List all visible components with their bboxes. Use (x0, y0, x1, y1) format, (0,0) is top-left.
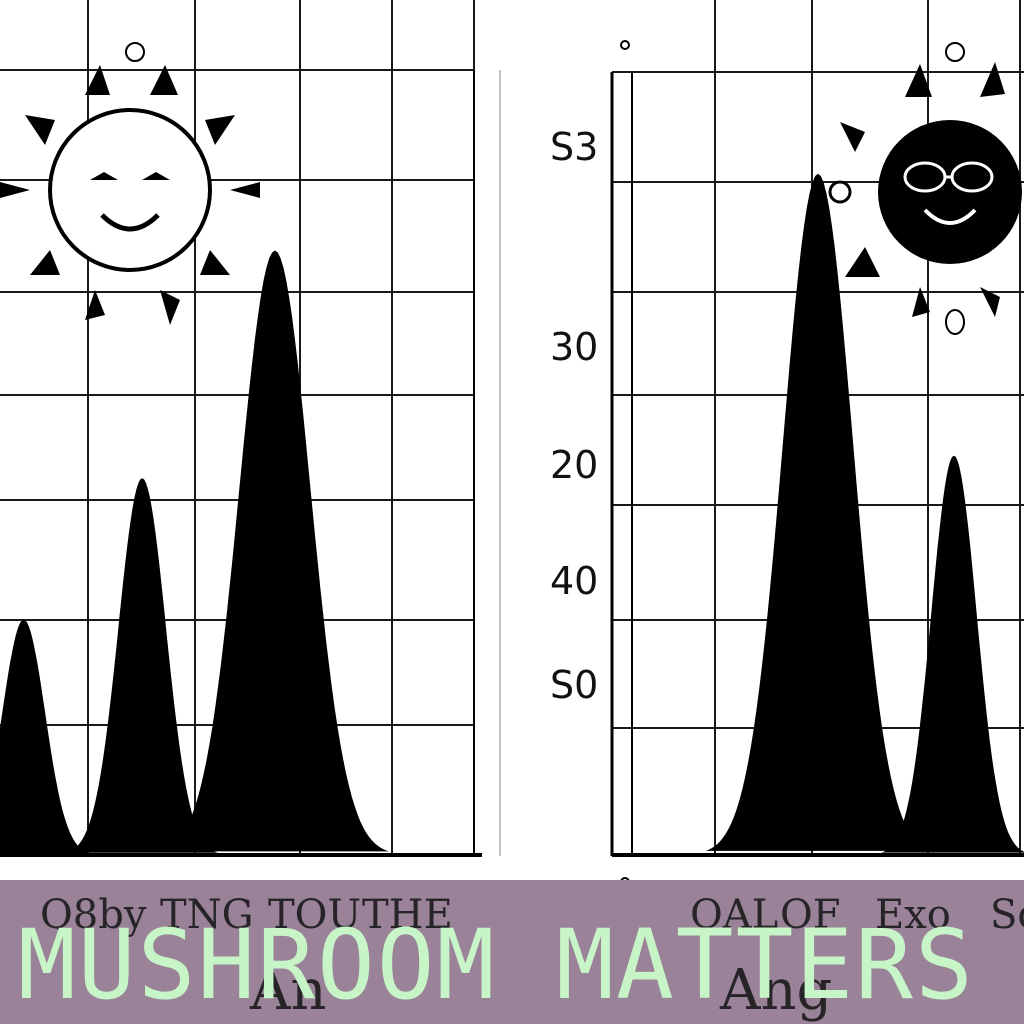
peak-1-1 (881, 455, 1024, 853)
sun-smiling-icon (0, 42, 260, 325)
right-ytick-label-2: 20 (550, 443, 598, 487)
right-area-series (705, 173, 1024, 853)
right-area-chart: S3 30 20 40 S0 (550, 0, 1024, 857)
left-area-series (0, 250, 389, 854)
right-ytick-label-1: 30 (550, 325, 598, 369)
left-area-chart (0, 0, 501, 857)
banner-scrawl-1: Q8by (40, 892, 147, 938)
peak-0-0 (0, 619, 92, 854)
banner-scrawl-3: TOU (268, 892, 362, 938)
right-ytick-label-0: S3 (550, 125, 598, 169)
banner-scrawl-8: So (990, 892, 1024, 938)
dot-marker (620, 40, 630, 50)
banner-title: MUSHROOM MATTERS (18, 909, 975, 1021)
banner-scrawl-7: Exo (875, 892, 951, 938)
sun-sunglasses-icon (828, 42, 1022, 335)
peak-0-2 (161, 250, 389, 852)
banner-scrawl-5: OAL (690, 892, 779, 938)
banner-scrawl-2: TNG (160, 892, 254, 938)
right-ytick-label-4: S0 (550, 663, 598, 707)
banner-scrawl-9: An (250, 958, 327, 1023)
peak-0-1 (66, 478, 219, 853)
right-ytick-label-3: 40 (550, 559, 598, 603)
peak-1-0 (705, 173, 931, 851)
banner-scrawl-6: OF (780, 892, 841, 938)
title-banner: Q8by TNG TOU THE OAL OF Exo So An Ang MU… (0, 880, 1024, 1024)
banner-scrawl-10: Ang (720, 958, 833, 1023)
banner-scrawl-4: THE (362, 892, 453, 938)
